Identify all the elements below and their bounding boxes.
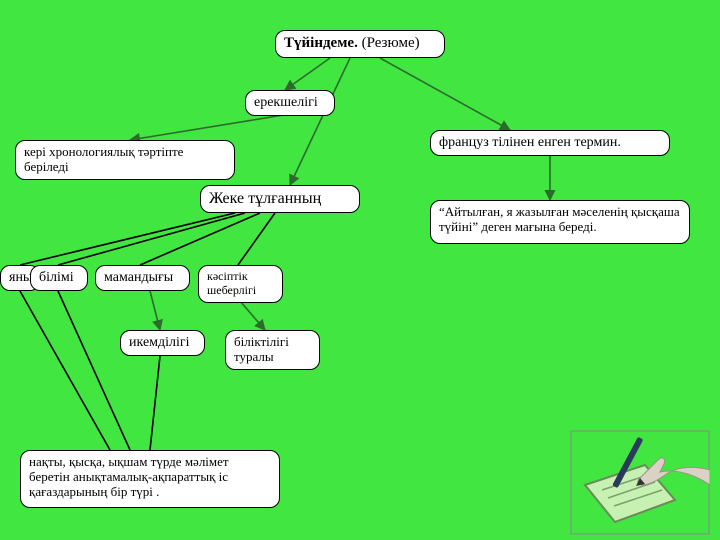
edge xyxy=(130,114,290,140)
node-meaning: “Айтылған, я жазылған мәселенің қысқаша … xyxy=(430,200,690,244)
node-root: Түйіндеме. (Резюме) xyxy=(275,30,445,58)
node-def: нақты, қысқа, ықшам түрде мәлімет береті… xyxy=(20,450,280,508)
edge xyxy=(20,213,235,265)
edge xyxy=(58,291,130,450)
edge xyxy=(58,213,245,265)
edge xyxy=(238,213,275,265)
node-edu: білімі xyxy=(30,265,88,291)
edge xyxy=(290,58,350,185)
edge xyxy=(150,291,160,330)
node-french: француз тілінен енген термин. xyxy=(430,130,670,156)
edge xyxy=(285,58,330,90)
node-skill: кәсіптік шеберлігі xyxy=(198,265,283,303)
edge xyxy=(240,301,265,330)
edge xyxy=(380,58,510,130)
edge xyxy=(140,213,260,265)
node-person: Жеке тұлғанның xyxy=(200,185,360,213)
hand-writing-illustration xyxy=(570,430,710,535)
node-chrono: кері хронологиялық тәртіпте беріледі xyxy=(15,140,235,180)
node-feature: ерекшелігі xyxy=(245,90,335,116)
node-prof: мамандығы xyxy=(95,265,190,291)
node-flex: икемділігі xyxy=(120,330,205,356)
edge xyxy=(20,291,110,450)
edge xyxy=(150,356,160,450)
node-qual: біліктілігі туралы xyxy=(225,330,320,370)
